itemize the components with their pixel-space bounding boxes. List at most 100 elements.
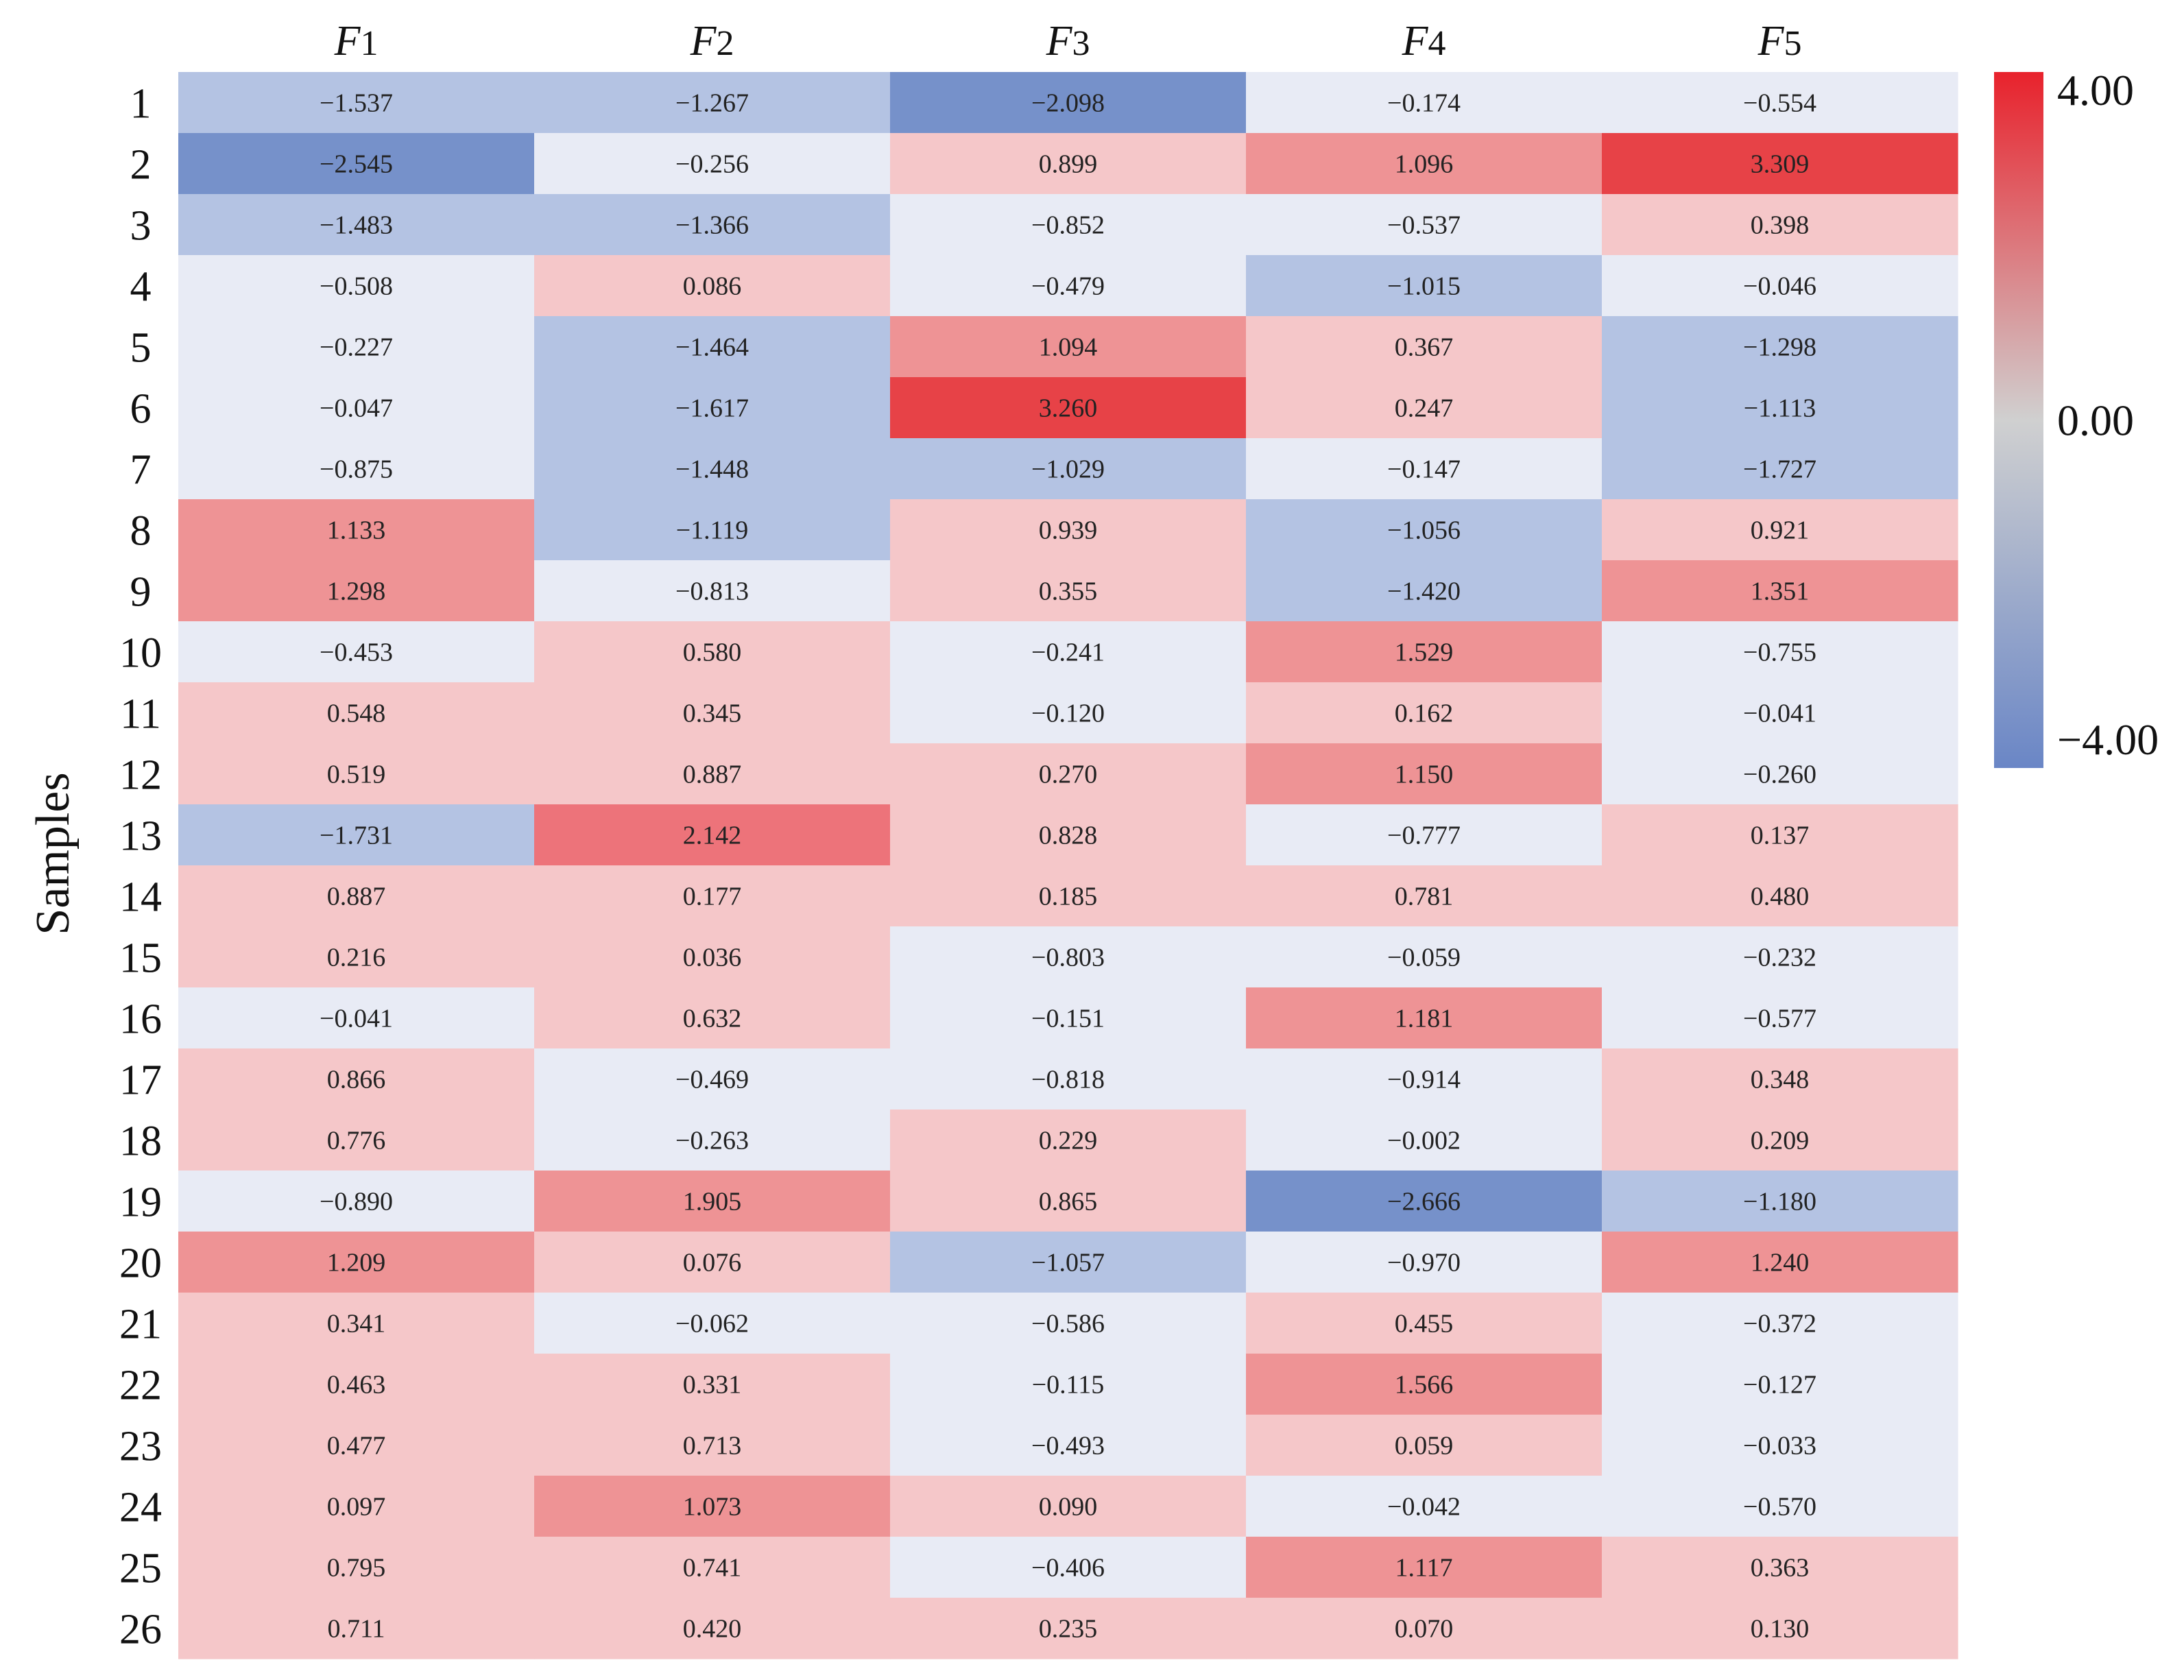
cell-value-label: −0.227 xyxy=(320,333,393,362)
heatmap-cell xyxy=(534,194,891,256)
row-label: 12 xyxy=(119,752,162,799)
heatmap-cell xyxy=(534,1232,891,1293)
heatmap-cell xyxy=(1602,1476,1958,1537)
cell-value-label: −0.479 xyxy=(1031,272,1105,301)
cell-value-label: 0.209 xyxy=(1751,1127,1810,1155)
row-label: 9 xyxy=(130,569,152,616)
cell-value-label: 0.177 xyxy=(683,883,742,911)
heatmap-cell xyxy=(534,1354,891,1415)
cell-value-label: 1.096 xyxy=(1395,150,1454,179)
cell-value-label: −0.033 xyxy=(1743,1432,1816,1461)
cell-value-label: 1.529 xyxy=(1395,638,1454,667)
row-label: 15 xyxy=(119,935,162,982)
heatmap-cell-labels: −1.537 −1.267 −2.098 −0.174 −0.554 −2.545 −0.2… xyxy=(320,89,1816,1644)
cell-value-label: −1.483 xyxy=(320,211,393,240)
cell-value-label: 0.480 xyxy=(1751,883,1810,911)
heatmap-cell xyxy=(1602,682,1958,744)
heatmap-cell xyxy=(1602,1232,1958,1293)
row-label: 5 xyxy=(130,325,152,372)
cell-value-label: 0.235 xyxy=(1039,1615,1098,1644)
heatmap-cell xyxy=(1246,1171,1603,1232)
cell-value-label: 0.921 xyxy=(1751,516,1810,545)
column-label: F5 xyxy=(1757,18,1802,64)
cell-value-label: 1.351 xyxy=(1751,577,1810,606)
heatmap-cell xyxy=(1602,743,1958,805)
colorbar-tick-label: 0.00 xyxy=(2057,396,2134,445)
heatmap-cell xyxy=(534,316,891,378)
cell-value-label: 0.086 xyxy=(683,272,742,301)
heatmap-cell xyxy=(178,438,535,500)
cell-value-label: −0.151 xyxy=(1031,1005,1105,1033)
cell-value-label: 0.270 xyxy=(1039,760,1098,789)
heatmap-cell xyxy=(534,865,891,927)
row-label: 20 xyxy=(119,1240,162,1287)
heatmap-cell xyxy=(1602,499,1958,561)
cell-value-label: −0.115 xyxy=(1032,1371,1105,1400)
heatmap-cell xyxy=(178,499,535,561)
cell-value-label: 0.455 xyxy=(1395,1310,1454,1339)
heatmap-cell xyxy=(178,316,535,378)
cell-value-label: −0.586 xyxy=(1031,1310,1105,1339)
cell-value-label: 0.090 xyxy=(1039,1493,1098,1522)
heatmap-cell xyxy=(1246,1048,1603,1110)
y-axis-title: Samples xyxy=(27,772,80,935)
cell-value-label: −0.256 xyxy=(675,150,749,179)
heatmap-cell xyxy=(1246,926,1603,988)
cell-value-label: −0.537 xyxy=(1387,211,1461,240)
row-label: 21 xyxy=(119,1301,162,1348)
cell-value-label: 0.828 xyxy=(1039,821,1098,850)
heatmap-cell xyxy=(178,194,535,256)
cell-value-label: −1.056 xyxy=(1387,516,1461,545)
cell-value-label: 0.887 xyxy=(327,883,386,911)
heatmap-cell xyxy=(1602,926,1958,988)
heatmap-cell xyxy=(890,255,1247,317)
heatmap-cell xyxy=(1602,987,1958,1049)
cell-value-label: 0.866 xyxy=(327,1066,386,1094)
row-label: 24 xyxy=(119,1485,162,1531)
row-label: 8 xyxy=(130,508,152,555)
heatmap-cell xyxy=(1602,1171,1958,1232)
heatmap-cell xyxy=(178,1537,535,1598)
cell-value-label: −0.493 xyxy=(1031,1432,1105,1461)
heatmap-cell xyxy=(1602,255,1958,317)
cell-value-label: 1.905 xyxy=(683,1188,742,1216)
heatmap-cell xyxy=(1602,1293,1958,1354)
heatmap-cell xyxy=(1246,1598,1603,1659)
heatmap-cell xyxy=(890,987,1247,1049)
cell-value-label: 0.632 xyxy=(683,1005,742,1033)
cell-value-label: 0.741 xyxy=(683,1554,742,1583)
cell-value-label: −0.241 xyxy=(1031,638,1105,667)
heatmap-cell xyxy=(534,1048,891,1110)
heatmap-cell xyxy=(178,1171,535,1232)
cell-value-label: 0.036 xyxy=(683,944,742,972)
heatmap-cell xyxy=(178,682,535,744)
heatmap-cell xyxy=(1246,1476,1603,1537)
cell-value-label: −0.777 xyxy=(1387,821,1461,850)
heatmap-cell xyxy=(1602,621,1958,683)
cell-value-label: −0.062 xyxy=(675,1310,749,1339)
cell-value-label: 0.795 xyxy=(327,1554,386,1583)
heatmap-cell xyxy=(1246,255,1603,317)
heatmap-cell xyxy=(534,1171,891,1232)
heatmap-cell xyxy=(1602,1109,1958,1171)
cell-value-label: 0.477 xyxy=(327,1432,386,1461)
heatmap-cell xyxy=(1602,377,1958,439)
cell-value-label: −0.577 xyxy=(1743,1005,1816,1033)
heatmap-cell xyxy=(1602,1598,1958,1659)
cell-value-label: −0.813 xyxy=(675,577,749,606)
cell-value-label: −0.127 xyxy=(1743,1371,1816,1400)
heatmap-cell xyxy=(1246,865,1603,927)
cell-value-label: −0.755 xyxy=(1743,638,1816,667)
heatmap-cell xyxy=(890,865,1247,927)
heatmap-cell xyxy=(1246,1109,1603,1171)
column-label: F1 xyxy=(334,18,379,64)
heatmap-cell xyxy=(534,804,891,866)
heatmap-cell xyxy=(1246,743,1603,805)
cell-value-label: −0.406 xyxy=(1031,1554,1105,1583)
heatmap-cell xyxy=(534,377,891,439)
cell-value-label: 3.309 xyxy=(1751,150,1810,179)
heatmap-cell xyxy=(1602,1048,1958,1110)
cell-value-label: 0.580 xyxy=(683,638,742,667)
cell-value-label: 3.260 xyxy=(1039,394,1098,423)
cell-value-label: −1.119 xyxy=(676,516,749,545)
